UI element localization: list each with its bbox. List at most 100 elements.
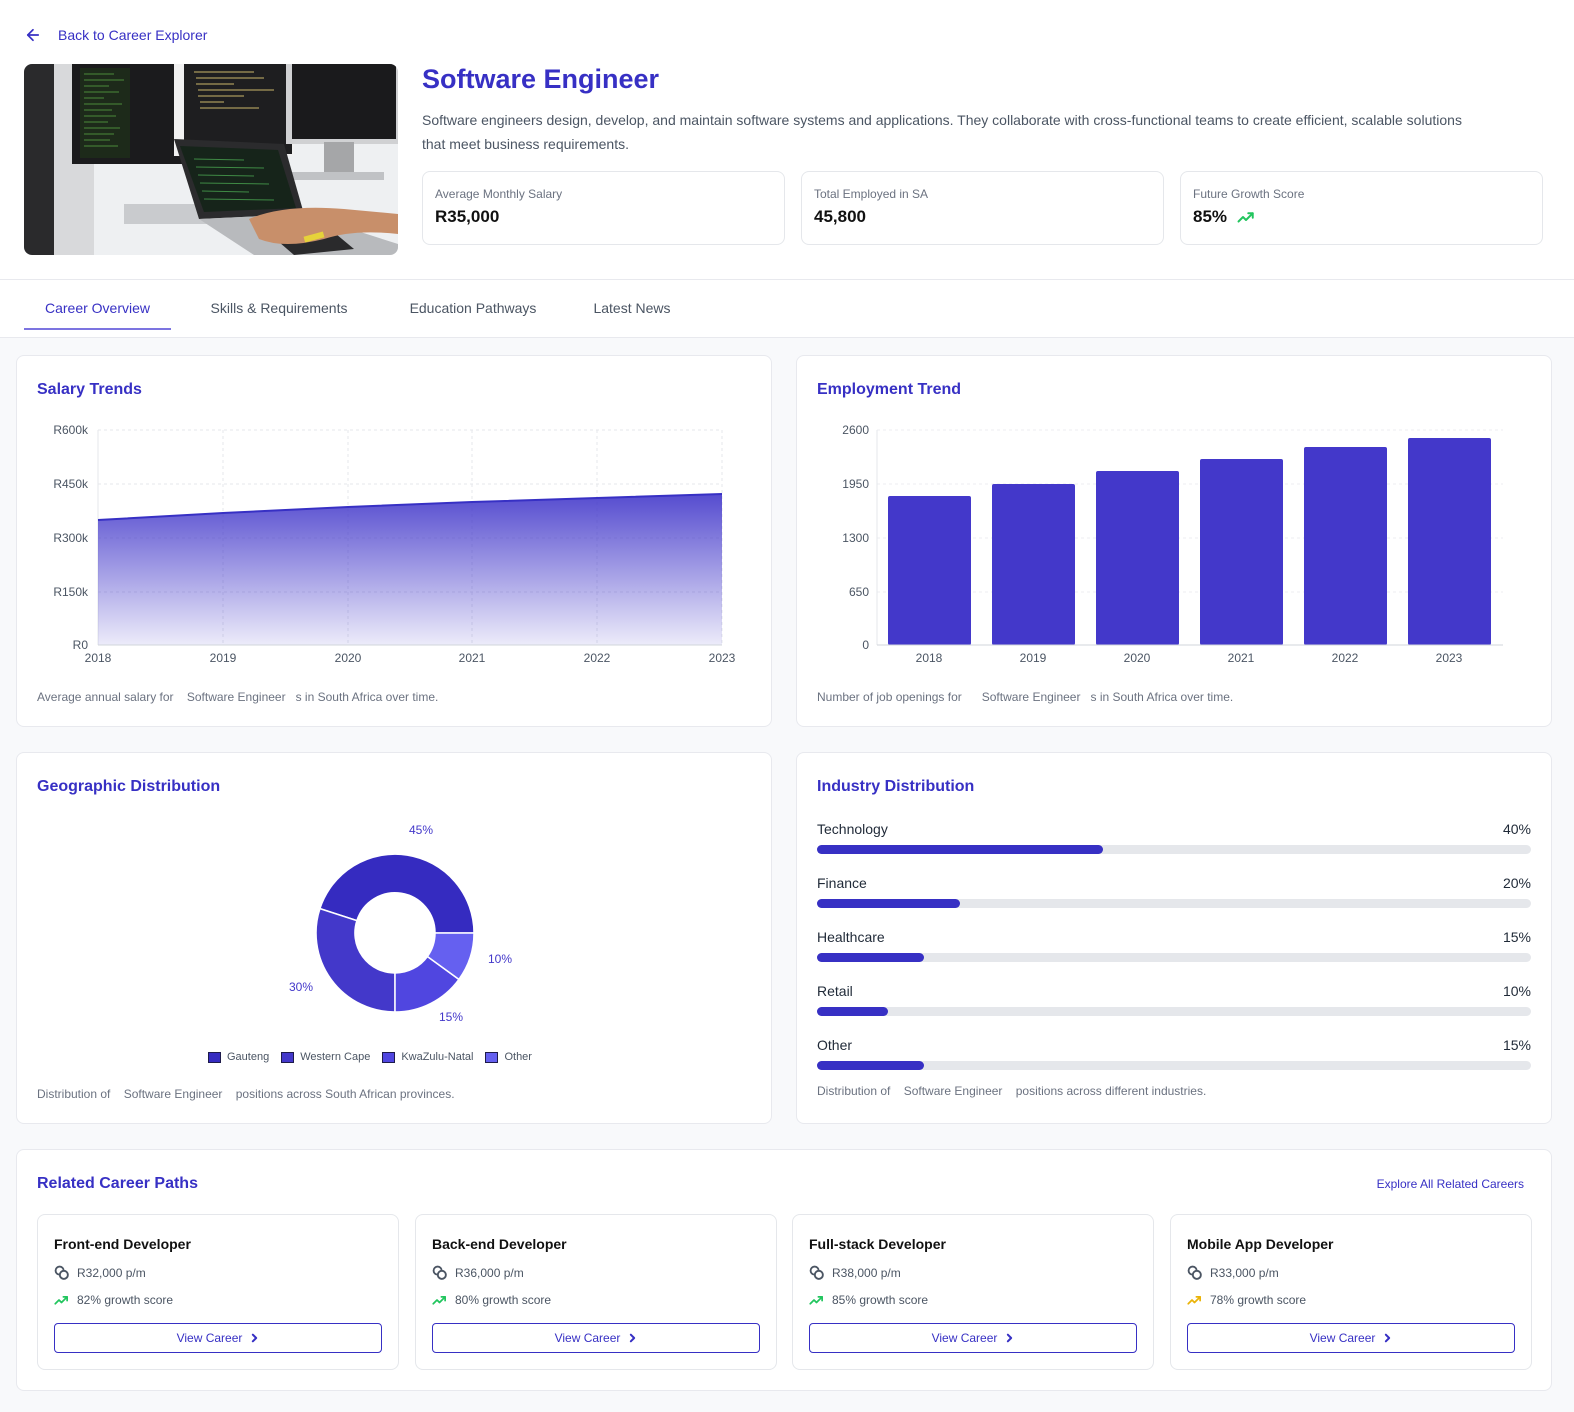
view-career-button[interactable]: View Career	[809, 1323, 1137, 1353]
industry-progress-fill	[817, 899, 960, 908]
related-career-card: Front-end Developer R32,000 p/m 82% grow…	[37, 1214, 399, 1370]
related-career-salary: R36,000 p/m	[455, 1265, 524, 1280]
legend-label: Other	[504, 1051, 532, 1063]
related-career-paths-title: Related Career Paths	[37, 1175, 198, 1192]
chevron-right-icon	[252, 1333, 258, 1343]
coins-icon	[432, 1265, 447, 1280]
industry-row-technology: Technology 40%	[817, 821, 1531, 854]
x-tick-2023: 2023	[709, 651, 736, 665]
view-career-button[interactable]: View Career	[432, 1323, 760, 1353]
related-career-salary: R32,000 p/m	[77, 1265, 146, 1280]
related-career-growth: 78% growth score	[1210, 1293, 1307, 1307]
employment-trend-caption: Number of job openings for Software Engi…	[817, 690, 1234, 704]
career-title: Software Engineer	[422, 64, 660, 94]
y-tick: 1300	[842, 531, 869, 545]
salary-area-chart: 2018 2019 2020 2021 2022 2023	[85, 429, 736, 665]
y-tick: 0	[862, 638, 869, 652]
bar-2021[interactable]	[1200, 459, 1283, 645]
legend-label: Gauteng	[227, 1051, 270, 1063]
geographic-distribution-card: Geographic Distribution 45% 30% 15% 10% …	[16, 752, 772, 1124]
y-tick: 1950	[842, 477, 869, 491]
geographic-distribution-caption: Distribution of Software Engineer positi…	[37, 1087, 455, 1101]
geographic-legend: Gauteng Western Cape KwaZulu-Natal Other	[208, 1051, 532, 1063]
legend-label: KwaZulu-Natal	[401, 1051, 474, 1063]
trending-up-icon	[1187, 1296, 1201, 1305]
donut-slice-western-cape[interactable]	[315, 907, 396, 1013]
industry-label: Healthcare	[817, 929, 885, 945]
y-tick: R300k	[53, 531, 88, 545]
bar-2018[interactable]	[888, 496, 971, 645]
industry-progress-fill	[817, 953, 925, 962]
employment-trend-card: Employment Trend 2600 1950 1300 650 0 20…	[796, 355, 1552, 727]
tab-latest-news[interactable]: Latest News	[593, 300, 671, 316]
stat-future-growth-score: Future Growth Score 85%	[1180, 171, 1543, 245]
view-career-label: View Career	[1309, 1331, 1376, 1345]
industry-progress-fill	[817, 1007, 889, 1016]
industry-progress-track	[817, 1061, 1531, 1070]
industry-row-healthcare: Healthcare 15%	[817, 929, 1531, 962]
y-tick: R600k	[53, 423, 88, 437]
salary-trends-title: Salary Trends	[37, 381, 142, 398]
svg-text:2020: 2020	[1124, 651, 1151, 665]
legend-item-gauteng[interactable]: Gauteng	[208, 1051, 269, 1063]
tab-career-overview[interactable]: Career Overview	[24, 280, 171, 330]
svg-text:2022: 2022	[1332, 651, 1359, 665]
back-to-career-explorer-link[interactable]: Back to Career Explorer	[24, 26, 207, 44]
chevron-right-icon	[1007, 1333, 1013, 1343]
salary-trends-caption: Average annual salary for Software Engin…	[37, 690, 439, 704]
explore-all-related-careers-link[interactable]: Explore All Related Careers	[1376, 1177, 1524, 1191]
y-tick: R0	[72, 638, 88, 652]
chevron-right-icon	[1385, 1333, 1391, 1343]
industry-distribution-caption: Distribution of Software Engineer positi…	[817, 1084, 1207, 1098]
related-career-card: Mobile App Developer R33,000 p/m 78% gro…	[1170, 1214, 1532, 1370]
industry-progress-fill	[817, 845, 1103, 854]
stat-value: R35,000	[435, 207, 500, 226]
stat-value: 85%	[1193, 207, 1228, 226]
related-career-name: Front-end Developer	[54, 1236, 191, 1252]
legend-item-western-cape[interactable]: Western Cape	[281, 1051, 370, 1063]
related-career-card: Full-stack Developer R38,000 p/m 85% gro…	[792, 1214, 1154, 1370]
related-career-name: Back-end Developer	[432, 1236, 567, 1252]
geographic-donut-chart	[315, 853, 475, 1013]
industry-label: Technology	[817, 821, 888, 837]
related-career-name: Mobile App Developer	[1187, 1236, 1334, 1252]
employment-trend-title: Employment Trend	[817, 381, 962, 398]
industry-percent: 15%	[1502, 929, 1531, 945]
industry-progress-track	[817, 845, 1531, 854]
legend-item-kwazulu-natal[interactable]: KwaZulu-Natal	[382, 1051, 473, 1063]
tab-education-pathways[interactable]: Education Pathways	[409, 300, 537, 316]
industry-row-other: Other 15%	[817, 1037, 1531, 1070]
coins-icon	[54, 1265, 69, 1280]
x-tick-2019: 2019	[210, 651, 237, 665]
bar-2020[interactable]	[1096, 471, 1179, 645]
tab-skills-requirements[interactable]: Skills & Requirements	[210, 300, 348, 316]
stat-label: Average Monthly Salary	[435, 187, 563, 201]
legend-item-other[interactable]: Other	[485, 1051, 532, 1063]
geographic-distribution-title: Geographic Distribution	[37, 778, 221, 795]
industry-progress-fill	[817, 1061, 925, 1070]
donut-label-kwazulu-natal: 15%	[439, 1010, 464, 1024]
related-career-growth: 85% growth score	[832, 1293, 929, 1307]
arrow-left-icon	[26, 28, 40, 42]
donut-label-other: 10%	[488, 952, 513, 966]
industry-row-retail: Retail 10%	[817, 983, 1531, 1016]
stat-label: Total Employed in SA	[814, 187, 929, 201]
view-career-button[interactable]: View Career	[1187, 1323, 1515, 1353]
donut-slice-gauteng[interactable]	[318, 853, 475, 934]
y-tick: 2600	[842, 423, 869, 437]
legend-label: Western Cape	[300, 1051, 371, 1063]
bar-2019[interactable]	[992, 484, 1075, 645]
workstation-photo-illustration	[24, 64, 398, 255]
svg-text:2019: 2019	[1020, 651, 1047, 665]
related-career-salary: R33,000 p/m	[1210, 1265, 1279, 1280]
industry-progress-track	[817, 899, 1531, 908]
industry-percent: 10%	[1502, 983, 1531, 999]
coins-icon	[809, 1265, 824, 1280]
trending-up-icon	[809, 1296, 823, 1305]
donut-slice-other[interactable]	[426, 932, 475, 981]
view-career-button[interactable]: View Career	[54, 1323, 382, 1353]
bar-2023[interactable]	[1408, 438, 1491, 645]
stat-value: 45,800	[814, 207, 866, 226]
bar-2022[interactable]	[1304, 447, 1387, 645]
x-tick-2020: 2020	[335, 651, 362, 665]
